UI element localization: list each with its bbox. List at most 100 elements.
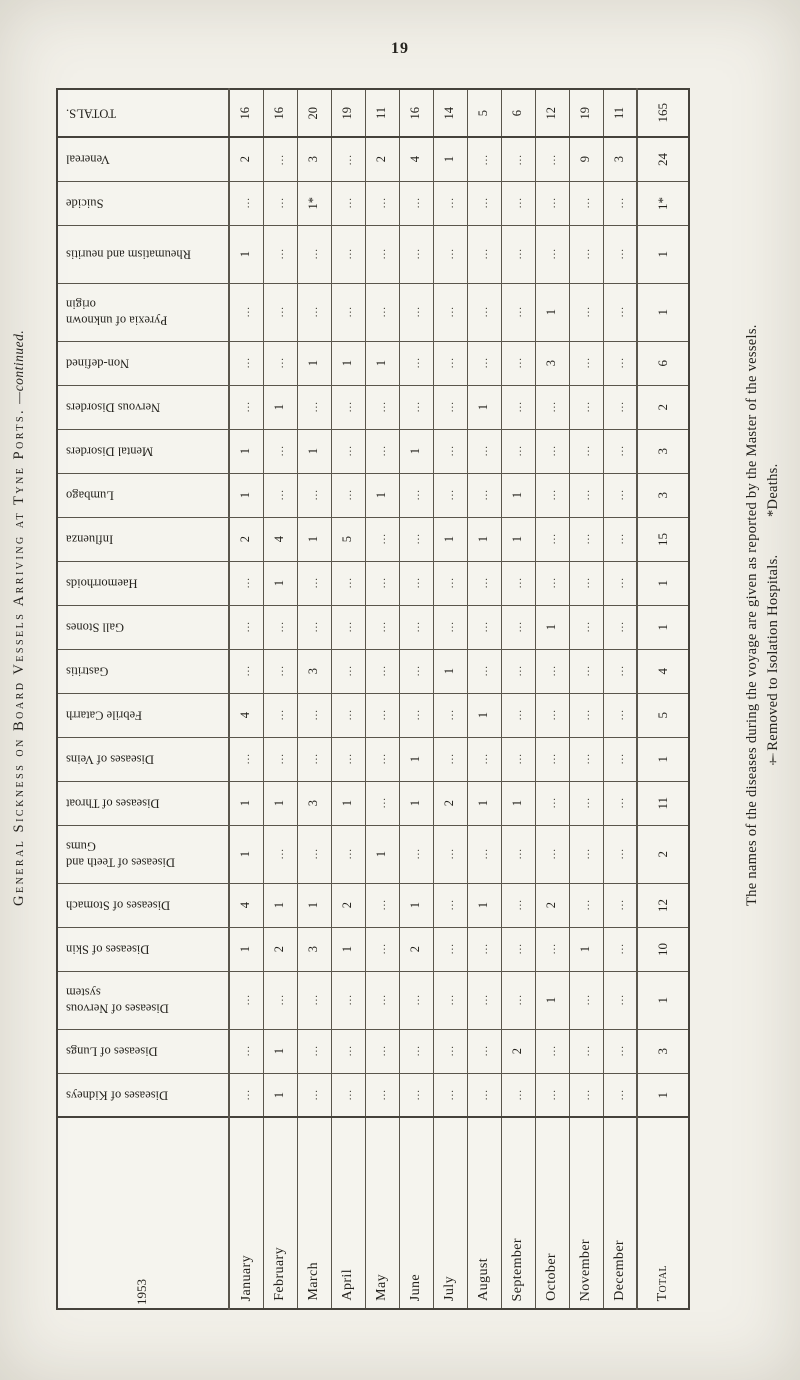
- month-value-cell: ...: [398, 560, 434, 606]
- empty-cell-marker: ...: [240, 197, 253, 209]
- cell-value: 1: [578, 945, 593, 953]
- empty-cell-marker: ...: [409, 306, 422, 318]
- empty-cell-marker: ...: [341, 248, 354, 260]
- empty-cell-marker: ...: [545, 709, 558, 721]
- empty-cell-marker: ...: [443, 943, 456, 955]
- month-value-cell: ...: [330, 384, 366, 430]
- row-total-value: 12: [654, 898, 670, 912]
- month-value-cell: ...: [534, 736, 570, 782]
- empty-cell-marker: ...: [273, 848, 286, 860]
- empty-cell-marker: ...: [511, 709, 524, 721]
- empty-cell-marker: ...: [273, 248, 286, 260]
- month-value-cell: ...: [228, 1072, 264, 1118]
- empty-cell-marker: ...: [613, 943, 626, 955]
- month-value-cell: ...: [228, 560, 264, 606]
- month-value-cell: 1: [432, 648, 468, 694]
- disease-label-cell: Suicide: [56, 180, 230, 226]
- month-value-cell: 2: [364, 136, 400, 182]
- empty-cell-marker: ...: [341, 1045, 354, 1057]
- month-value-cell: ...: [500, 340, 536, 386]
- year-label: 1953: [133, 1279, 149, 1305]
- empty-cell-marker: ...: [240, 306, 253, 318]
- empty-cell-marker: ...: [477, 577, 490, 589]
- month-label: August: [476, 1258, 492, 1301]
- row-total-cell: 10: [636, 926, 690, 972]
- empty-cell-marker: ...: [579, 401, 592, 413]
- empty-cell-marker: ...: [273, 994, 286, 1006]
- month-value-cell: ...: [432, 1028, 468, 1074]
- empty-cell-marker: ...: [240, 621, 253, 633]
- month-value-cell: ...: [398, 282, 434, 342]
- month-value-cell: ...: [432, 472, 468, 518]
- disease-label-cell: TOTALS.: [56, 88, 230, 138]
- month-value-cell: ...: [364, 648, 400, 694]
- empty-cell-marker: ...: [375, 197, 388, 209]
- disease-label-cell: Gall Stones: [56, 604, 230, 650]
- empty-cell-marker: ...: [613, 848, 626, 860]
- month-name-cell: January: [228, 1116, 264, 1310]
- empty-cell-marker: ...: [240, 753, 253, 765]
- month-label: October: [544, 1253, 560, 1301]
- month-value-cell: 2: [228, 136, 264, 182]
- cell-value: 1: [272, 799, 287, 807]
- month-value-cell: 2: [500, 1028, 536, 1074]
- disease-row: Suicide...... 1*.........................…: [56, 180, 690, 226]
- disease-label: Pyrexia of unknown origin: [66, 297, 168, 328]
- month-value-cell: 1: [398, 428, 434, 474]
- empty-cell-marker: ...: [511, 197, 524, 209]
- empty-cell-marker: ...: [341, 577, 354, 589]
- empty-cell-marker: ...: [477, 197, 490, 209]
- empty-cell-marker: ...: [307, 709, 320, 721]
- empty-cell-marker: ...: [613, 445, 626, 457]
- empty-cell-marker: ...: [613, 1045, 626, 1057]
- month-value-cell: ...: [398, 384, 434, 430]
- month-value-cell: ...: [534, 428, 570, 474]
- month-value-cell: 14: [432, 88, 468, 138]
- cell-value: 19: [340, 106, 355, 120]
- month-value-cell: ...: [398, 692, 434, 738]
- month-value-cell: ...: [296, 736, 332, 782]
- disease-label-cell: Diseases of Skin: [56, 926, 230, 972]
- cell-value: 4: [238, 901, 253, 909]
- footnote-master-note: The names of the diseases during the voy…: [744, 324, 760, 906]
- disease-label-cell: Pyrexia of unknown origin: [56, 282, 230, 342]
- month-value-cell: ...: [364, 692, 400, 738]
- empty-cell-marker: ...: [511, 248, 524, 260]
- totals-row: TOTALS. 16 16 20 19 11 16 14 5 6 12 19 11 165: [56, 88, 690, 138]
- month-value-cell: 1: [262, 1072, 298, 1118]
- month-value-cell: ...: [500, 136, 536, 182]
- month-value-cell: 2: [398, 926, 434, 972]
- empty-cell-marker: ...: [375, 577, 388, 589]
- empty-cell-marker: ...: [443, 709, 456, 721]
- cell-value: 19: [578, 106, 593, 120]
- month-value-cell: ...: [296, 282, 332, 342]
- cell-value: 1: [544, 308, 559, 316]
- row-total-cell: 4: [636, 648, 690, 694]
- row-total-value: 1: [654, 308, 670, 316]
- cell-value: 1: [238, 799, 253, 807]
- cell-value: 1: [442, 535, 457, 543]
- month-value-cell: 19: [330, 88, 366, 138]
- empty-cell-marker: ...: [409, 709, 422, 721]
- disease-label-cell: Non-defined: [56, 340, 230, 386]
- month-value-cell: ...: [568, 384, 604, 430]
- month-label: June: [408, 1273, 424, 1301]
- empty-cell-marker: ...: [545, 1045, 558, 1057]
- row-total-value: 10: [654, 942, 670, 956]
- empty-cell-marker: ...: [341, 306, 354, 318]
- month-value-cell: ...: [432, 926, 468, 972]
- disease-row: Diseases of Skin 1 2 3 1... 2............ 1...…: [56, 926, 690, 972]
- month-value-cell: 2: [228, 516, 264, 562]
- empty-cell-marker: ...: [511, 753, 524, 765]
- empty-cell-marker: ...: [477, 1089, 490, 1101]
- empty-cell-marker: ...: [375, 709, 388, 721]
- month-value-cell: ...: [228, 180, 264, 226]
- month-value-cell: ...: [262, 604, 298, 650]
- cell-value: 1: [374, 359, 389, 367]
- table-title-continued: —continued.: [11, 329, 26, 404]
- month-name-cell: June: [398, 1116, 434, 1310]
- cell-value: 1: [272, 1091, 287, 1098]
- empty-cell-marker: ...: [409, 401, 422, 413]
- month-value-cell: ...: [602, 180, 638, 226]
